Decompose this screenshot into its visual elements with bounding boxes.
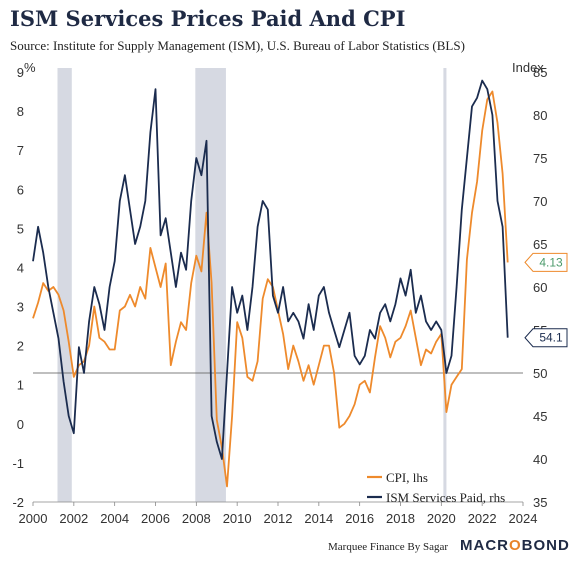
- right-axis-tick-label: 35: [533, 495, 547, 510]
- x-axis-tick-label: 2014: [304, 511, 333, 526]
- callouts: 4.13 54.1: [524, 252, 568, 348]
- logo-text-end: BOND: [521, 537, 570, 554]
- legend: CPI, lhs ISM Services Paid, rhs: [367, 470, 505, 505]
- left-axis-unit: %: [24, 60, 36, 75]
- legend-label: ISM Services Paid, rhs: [386, 490, 505, 505]
- chart-title: ISM Services Prices Paid And CPI: [10, 6, 406, 31]
- x-axis-tick-label: 2006: [141, 511, 170, 526]
- right-axis-tick-label: 70: [533, 194, 547, 209]
- footer-credit: Marquee Finance By Sagar: [328, 541, 449, 553]
- cpi-series-line: [32, 90, 509, 488]
- left-axis-tick-label: 9: [17, 65, 24, 80]
- x-axis-tick-label: 2022: [468, 511, 497, 526]
- x-axis: 2000 2002 2004 2006 2008 2010 2012 2014 2016 2018…: [19, 501, 538, 526]
- left-axis-tick-label: 5: [17, 221, 24, 236]
- logo-text-accent: O: [509, 537, 522, 554]
- left-axis-tick-label: 4: [17, 260, 24, 275]
- x-axis-tick-label: 2016: [345, 511, 374, 526]
- macrobond-logo: MACROBOND: [460, 537, 570, 554]
- ism-callout-label: 54.1: [539, 331, 563, 345]
- left-axis-tick-label: 2: [17, 339, 24, 354]
- left-axis-tick-label: 7: [17, 143, 24, 158]
- recession-band: [57, 68, 72, 502]
- series-lines: [32, 79, 509, 488]
- left-axis-tick-label: -2: [12, 495, 24, 510]
- x-axis-tick-label: 2024: [509, 511, 538, 526]
- cpi-callout-flag: [524, 252, 568, 272]
- left-axis-tick-label: 3: [17, 300, 24, 315]
- recession-band: [195, 68, 226, 502]
- right-axis-tick-label: 40: [533, 452, 547, 467]
- recession-bands: [57, 68, 447, 502]
- ism-series-line: [32, 79, 509, 460]
- right-axis-tick-label: 65: [533, 237, 547, 252]
- left-axis: % -2 -1 0 1 2 3 4 5 6 7 8 9: [12, 60, 36, 510]
- left-axis-tick-label: 0: [17, 417, 24, 432]
- right-axis-tick-label: 75: [533, 151, 547, 166]
- right-axis-tick-label: 85: [533, 65, 547, 80]
- x-axis-tick-label: 2020: [427, 511, 456, 526]
- x-axis-tick-label: 2004: [100, 511, 129, 526]
- x-axis-tick-label: 2012: [264, 511, 293, 526]
- right-axis-tick-label: 50: [533, 366, 547, 381]
- chart-subtitle: Source: Institute for Supply Management …: [10, 38, 465, 53]
- x-axis-tick-label: 2010: [223, 511, 252, 526]
- x-axis-tick-label: 2002: [59, 511, 88, 526]
- right-axis-tick-label: 80: [533, 108, 547, 123]
- left-axis-tick-label: 6: [17, 182, 24, 197]
- logo-text-main: MACR: [460, 537, 509, 554]
- left-axis-tick-label: 1: [17, 378, 24, 393]
- x-axis-tick-label: 2018: [386, 511, 415, 526]
- recession-band: [443, 68, 447, 502]
- left-axis-tick-label: -1: [12, 456, 24, 471]
- cpi-callout-label: 4.13: [539, 255, 563, 269]
- ism-callout-flag: [524, 328, 568, 348]
- legend-label: CPI, lhs: [386, 470, 428, 485]
- right-axis-tick-label: 60: [533, 280, 547, 295]
- right-axis: Index3540455055606570758085: [512, 60, 547, 510]
- left-axis-tick-label: 8: [17, 104, 24, 119]
- x-axis-tick-label: 2008: [182, 511, 211, 526]
- right-axis-tick-label: 45: [533, 409, 547, 424]
- right-axis-unit: Index: [512, 60, 544, 75]
- x-axis-tick-label: 2000: [19, 511, 48, 526]
